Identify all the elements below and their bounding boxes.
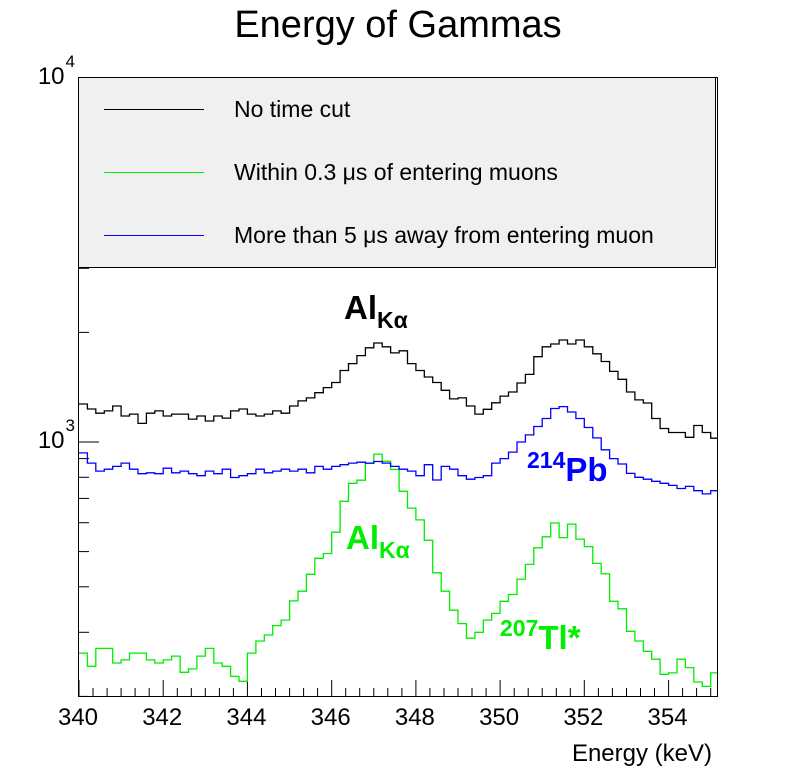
- peak-label-al-kalpha-green: AlKα: [346, 519, 410, 563]
- x-tick-label-354: 354: [647, 704, 688, 731]
- legend-line-green: [104, 172, 204, 173]
- y-tick-label-10-4: 104: [37, 52, 75, 90]
- plot-title: Energy of Gammas: [234, 4, 562, 46]
- legend-entry-no-time-cut: No time cut: [79, 96, 715, 123]
- x-tick-label-340: 340: [57, 704, 99, 731]
- x-tick-label-352: 352: [563, 704, 604, 731]
- series-no-time-cut: [79, 339, 717, 439]
- legend-label-no-time-cut: No time cut: [234, 96, 351, 122]
- series-more-than-5-s-away-from-entering-muon: [79, 405, 717, 495]
- legend-line-black: [104, 109, 204, 110]
- peak-label-pb-214: 214Pb: [527, 447, 608, 488]
- legend-label-within-cut: Within 0.3 μs of entering muons: [234, 159, 558, 185]
- x-axis-title: Energy (keV): [571, 740, 712, 767]
- legend-box: No time cut Within 0.3 μs of entering mu…: [78, 77, 716, 268]
- legend-line-blue: [104, 235, 204, 236]
- peak-label-tl-207: 207Tl*: [500, 615, 581, 656]
- series-within-0-3-s-of-entering-muons: [79, 453, 717, 688]
- y-tick-label-10-3: 103: [37, 415, 75, 454]
- x-tick-label-348: 348: [394, 704, 435, 731]
- legend-entry-within-cut: Within 0.3 μs of entering muons: [79, 159, 715, 186]
- x-tick-label-342: 342: [142, 704, 183, 731]
- legend-label-away-cut: More than 5 μs away from entering muon: [234, 222, 654, 248]
- x-tick-label-344: 344: [226, 704, 267, 731]
- legend-entry-away-cut: More than 5 μs away from entering muon: [79, 222, 715, 249]
- x-tick-label-346: 346: [310, 704, 351, 731]
- x-tick-label-350: 350: [479, 704, 520, 731]
- peak-label-al-kalpha-black: AlKα: [344, 289, 408, 333]
